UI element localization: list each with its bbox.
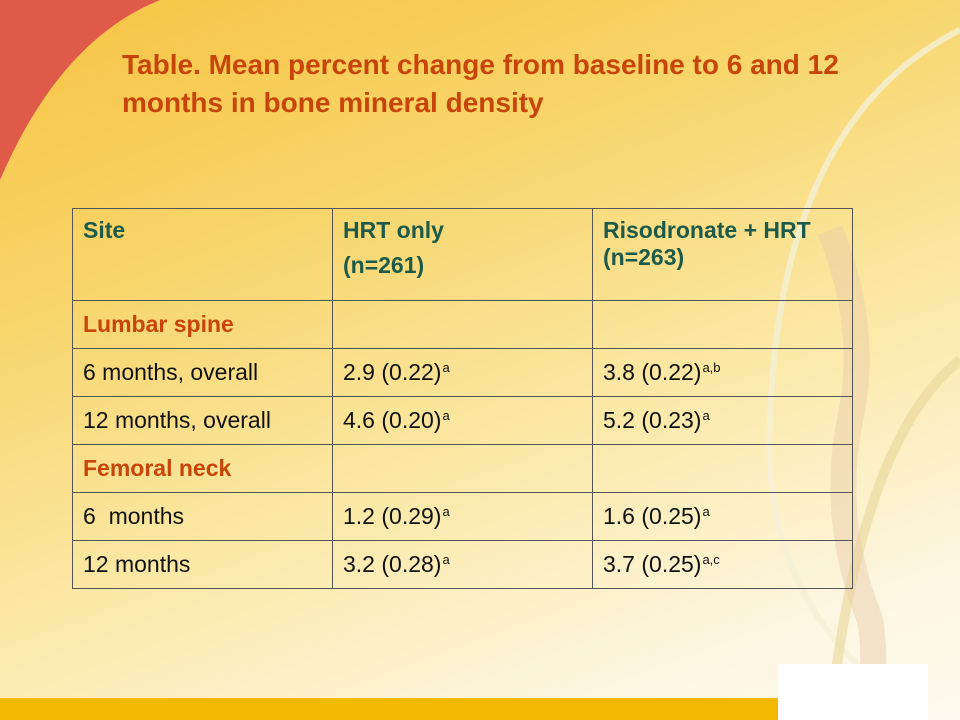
table-row: 6 months 1.2 (0.29)a 1.6 (0.25)a bbox=[72, 492, 853, 541]
slide-title: Table. Mean percent change from baseline… bbox=[122, 49, 839, 118]
hrt-value-text: 2.9 (0.22) bbox=[343, 359, 442, 385]
ris-value-text: 5.2 (0.23) bbox=[603, 407, 702, 433]
empty-cell bbox=[592, 300, 853, 349]
row-site: 12 months bbox=[72, 540, 333, 589]
footnote-mark: a,c bbox=[702, 552, 720, 567]
red-corner-swoosh bbox=[0, 0, 160, 180]
header-site-label: Site bbox=[83, 217, 126, 243]
ris-value: 3.8 (0.22)a,b bbox=[592, 348, 853, 397]
row-site: 6 months bbox=[72, 492, 333, 541]
hrt-value: 3.2 (0.28)a bbox=[332, 540, 593, 589]
bottom-right-block bbox=[778, 664, 928, 720]
ris-value-text: 3.7 (0.25) bbox=[603, 551, 702, 577]
footnote-mark: a bbox=[702, 504, 710, 519]
header-hrt: HRT only (n=261) bbox=[332, 208, 593, 301]
hrt-value-text: 1.2 (0.29) bbox=[343, 503, 442, 529]
row-site: 12 months, overall bbox=[72, 396, 333, 445]
footnote-mark: a bbox=[442, 408, 450, 423]
hrt-value: 4.6 (0.20)a bbox=[332, 396, 593, 445]
footnote-mark: a,b bbox=[702, 360, 721, 375]
row-site-text: 6 months bbox=[83, 503, 184, 529]
header-hrt-label: HRT only bbox=[343, 217, 444, 243]
footnote-mark: a bbox=[442, 504, 450, 519]
hrt-value-text: 3.2 (0.28) bbox=[343, 551, 442, 577]
empty-cell bbox=[592, 444, 853, 493]
bmd-table: Site HRT only (n=261) Risodronate + HRT … bbox=[72, 208, 853, 589]
hrt-value: 1.2 (0.29)a bbox=[332, 492, 593, 541]
ris-value: 3.7 (0.25)a,c bbox=[592, 540, 853, 589]
table-row: 12 months 3.2 (0.28)a 3.7 (0.25)a,c bbox=[72, 540, 853, 589]
table-row: 12 months, overall 4.6 (0.20)a 5.2 (0.23… bbox=[72, 396, 853, 445]
yellow-arc bbox=[825, 356, 960, 720]
table-row: 6 months, overall 2.9 (0.22)a 3.8 (0.22)… bbox=[72, 348, 853, 397]
empty-cell bbox=[332, 300, 593, 349]
footnote-mark: a bbox=[442, 552, 450, 567]
section-lumbar-spine: Lumbar spine bbox=[72, 300, 333, 349]
header-ris-n: (n=263) bbox=[603, 244, 685, 270]
ris-value: 5.2 (0.23)a bbox=[592, 396, 853, 445]
header-ris-label: Risodronate + HRT bbox=[603, 217, 811, 243]
footnote-mark: a bbox=[702, 408, 710, 423]
table-header-row: Site HRT only (n=261) Risodronate + HRT … bbox=[72, 208, 853, 301]
footnote-mark: a bbox=[442, 360, 450, 375]
header-risodronate: Risodronate + HRT (n=263) bbox=[592, 208, 853, 301]
header-site: Site bbox=[72, 208, 333, 301]
ris-value: 1.6 (0.25)a bbox=[592, 492, 853, 541]
hrt-value-text: 4.6 (0.20) bbox=[343, 407, 442, 433]
row-site: 6 months, overall bbox=[72, 348, 333, 397]
header-hrt-n: (n=261) bbox=[343, 252, 425, 278]
ris-value-text: 1.6 (0.25) bbox=[603, 503, 702, 529]
bottom-accent-bar bbox=[0, 698, 778, 720]
section-femoral-neck: Femoral neck bbox=[72, 444, 333, 493]
section-row: Lumbar spine bbox=[72, 300, 853, 349]
section-row: Femoral neck bbox=[72, 444, 853, 493]
ris-value-text: 3.8 (0.22) bbox=[603, 359, 702, 385]
hrt-value: 2.9 (0.22)a bbox=[332, 348, 593, 397]
empty-cell bbox=[332, 444, 593, 493]
